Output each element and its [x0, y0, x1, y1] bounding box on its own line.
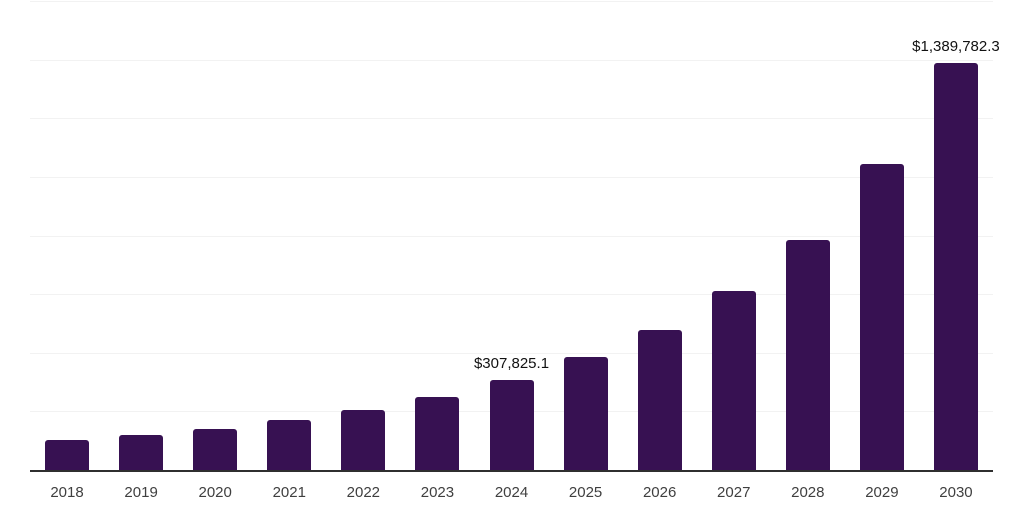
bar-2023 [415, 397, 460, 470]
bar-2026 [637, 329, 682, 470]
bar-2025 [563, 356, 608, 470]
bar-2030 [933, 62, 978, 470]
x-tick-2018: 2018 [50, 484, 84, 501]
x-tick-2025: 2025 [568, 484, 603, 501]
x-tick-2029: 2029 [865, 484, 899, 501]
x-tick-2030: 2030 [939, 484, 973, 501]
x-tick-2019: 2019 [124, 484, 158, 501]
bar-2029 [859, 164, 904, 470]
bar-group-2030: $1,389,782.3 [912, 1, 1000, 470]
bar-value-label-2030: $1,389,782.3 [912, 37, 1000, 55]
bar-group-2025 [549, 1, 623, 470]
bar-2028 [785, 239, 830, 470]
x-tick-2026: 2026 [642, 484, 677, 501]
bar-2024 [489, 379, 534, 470]
x-tick-2028: 2028 [791, 484, 825, 501]
bar-value-label-2024: $307,825.1 [473, 354, 550, 372]
bar-2027 [711, 290, 756, 470]
x-tick-2023: 2023 [420, 484, 455, 501]
gridline [30, 235, 993, 237]
bar-group-2022 [326, 1, 400, 470]
bar-2018 [45, 439, 90, 470]
x-tick-2022: 2022 [346, 484, 381, 501]
bar-group-2028 [771, 1, 845, 470]
x-tick-2027: 2027 [717, 484, 751, 501]
gridline [30, 1, 993, 2]
gridline [30, 176, 993, 178]
bar-group-2026 [623, 1, 697, 470]
gridline [30, 118, 993, 120]
gridline [30, 294, 993, 296]
bar-group-2027 [697, 1, 771, 470]
x-axis-labels: 2018 2019 2020 2021 2022 2023 2024 2025 2026 2027… [30, 474, 993, 500]
bar-group-2019 [104, 1, 178, 470]
gridline [30, 59, 993, 61]
x-tick-2024: 2024 [494, 484, 529, 501]
plot-area: $307,825.1 $1,389,782.3 [30, 1, 1000, 472]
bar-group-2018 [30, 1, 104, 470]
bar-2022 [341, 409, 386, 470]
gridline [30, 352, 993, 354]
bar-2019 [119, 435, 164, 470]
bar-2021 [267, 420, 312, 470]
bars-container: $307,825.1 $1,389,782.3 [30, 1, 1000, 470]
x-tick-2021: 2021 [272, 484, 306, 501]
x-tick-2020: 2020 [198, 484, 232, 501]
bar-group-2023 [400, 1, 474, 470]
bar-group-2021 [252, 1, 326, 470]
bar-group-2024: $307,825.1 [473, 1, 550, 470]
bar-group-2029 [845, 1, 919, 470]
bar-2020 [193, 428, 238, 470]
bar-group-2020 [178, 1, 252, 470]
